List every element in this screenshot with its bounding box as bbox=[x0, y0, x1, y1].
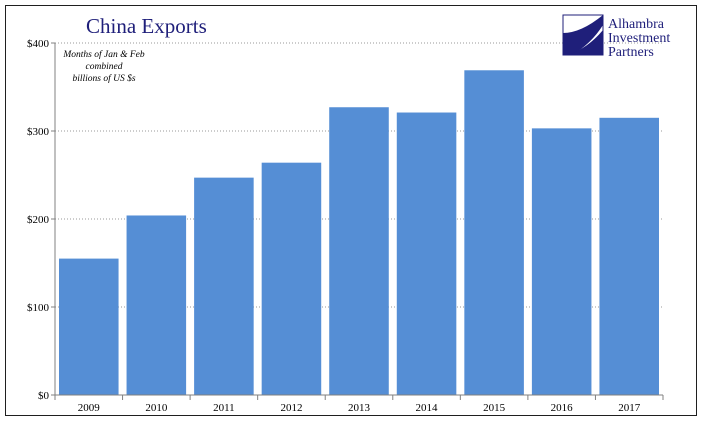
y-tick-label: $400 bbox=[27, 38, 50, 50]
bar bbox=[329, 107, 389, 396]
bar bbox=[59, 258, 119, 395]
bar bbox=[599, 117, 659, 396]
x-tick-label: 2015 bbox=[483, 402, 506, 414]
annotation-line-1: Months of Jan & Feb bbox=[62, 49, 145, 60]
bars bbox=[59, 70, 659, 396]
x-tick-label: 2017 bbox=[618, 402, 641, 414]
annotation-line-2: combined bbox=[86, 62, 123, 72]
y-tick-label: $200 bbox=[27, 214, 50, 226]
company-logo: Alhambra Investment Partners bbox=[562, 14, 670, 60]
x-tick-label: 2013 bbox=[348, 402, 371, 414]
y-tick-label: $100 bbox=[27, 302, 50, 314]
x-tick-label: 2012 bbox=[280, 402, 302, 414]
chart-frame: $0 $100 $200 $300 $400 2009 2010 2011 2012 2013 2… bbox=[5, 5, 697, 416]
logo-line-1: Alhambra bbox=[608, 17, 665, 32]
x-tick-labels: 2009 2010 2011 2012 2013 2014 2015 2016 2017 bbox=[78, 402, 641, 414]
logo-mark-icon bbox=[562, 14, 604, 56]
axes bbox=[51, 42, 664, 400]
x-tick-label: 2009 bbox=[78, 402, 101, 414]
annotation-line-3: billions of US $s bbox=[72, 73, 135, 84]
bar bbox=[194, 177, 254, 395]
logo-line-3: Partners bbox=[608, 45, 654, 60]
y-tick-labels: $0 $100 $200 $300 $400 bbox=[27, 38, 50, 402]
bar bbox=[464, 70, 524, 395]
x-tick-label: 2016 bbox=[551, 402, 574, 414]
y-tick-label: $300 bbox=[27, 126, 50, 138]
bar-chart: $0$100$200$300$400 2009 2010 2011 2012 2013 2… bbox=[27, 14, 670, 414]
x-tick-label: 2014 bbox=[416, 402, 439, 414]
bar bbox=[531, 128, 592, 396]
bar bbox=[396, 112, 457, 396]
bar bbox=[261, 162, 322, 395]
x-tick-label: 2010 bbox=[145, 402, 168, 414]
chart-title: China Exports bbox=[86, 14, 207, 38]
x-tick-label: 2011 bbox=[213, 402, 235, 414]
bar bbox=[126, 215, 187, 395]
logo-line-2: Investment bbox=[608, 31, 670, 46]
y-tick-label: $0 bbox=[38, 390, 50, 402]
